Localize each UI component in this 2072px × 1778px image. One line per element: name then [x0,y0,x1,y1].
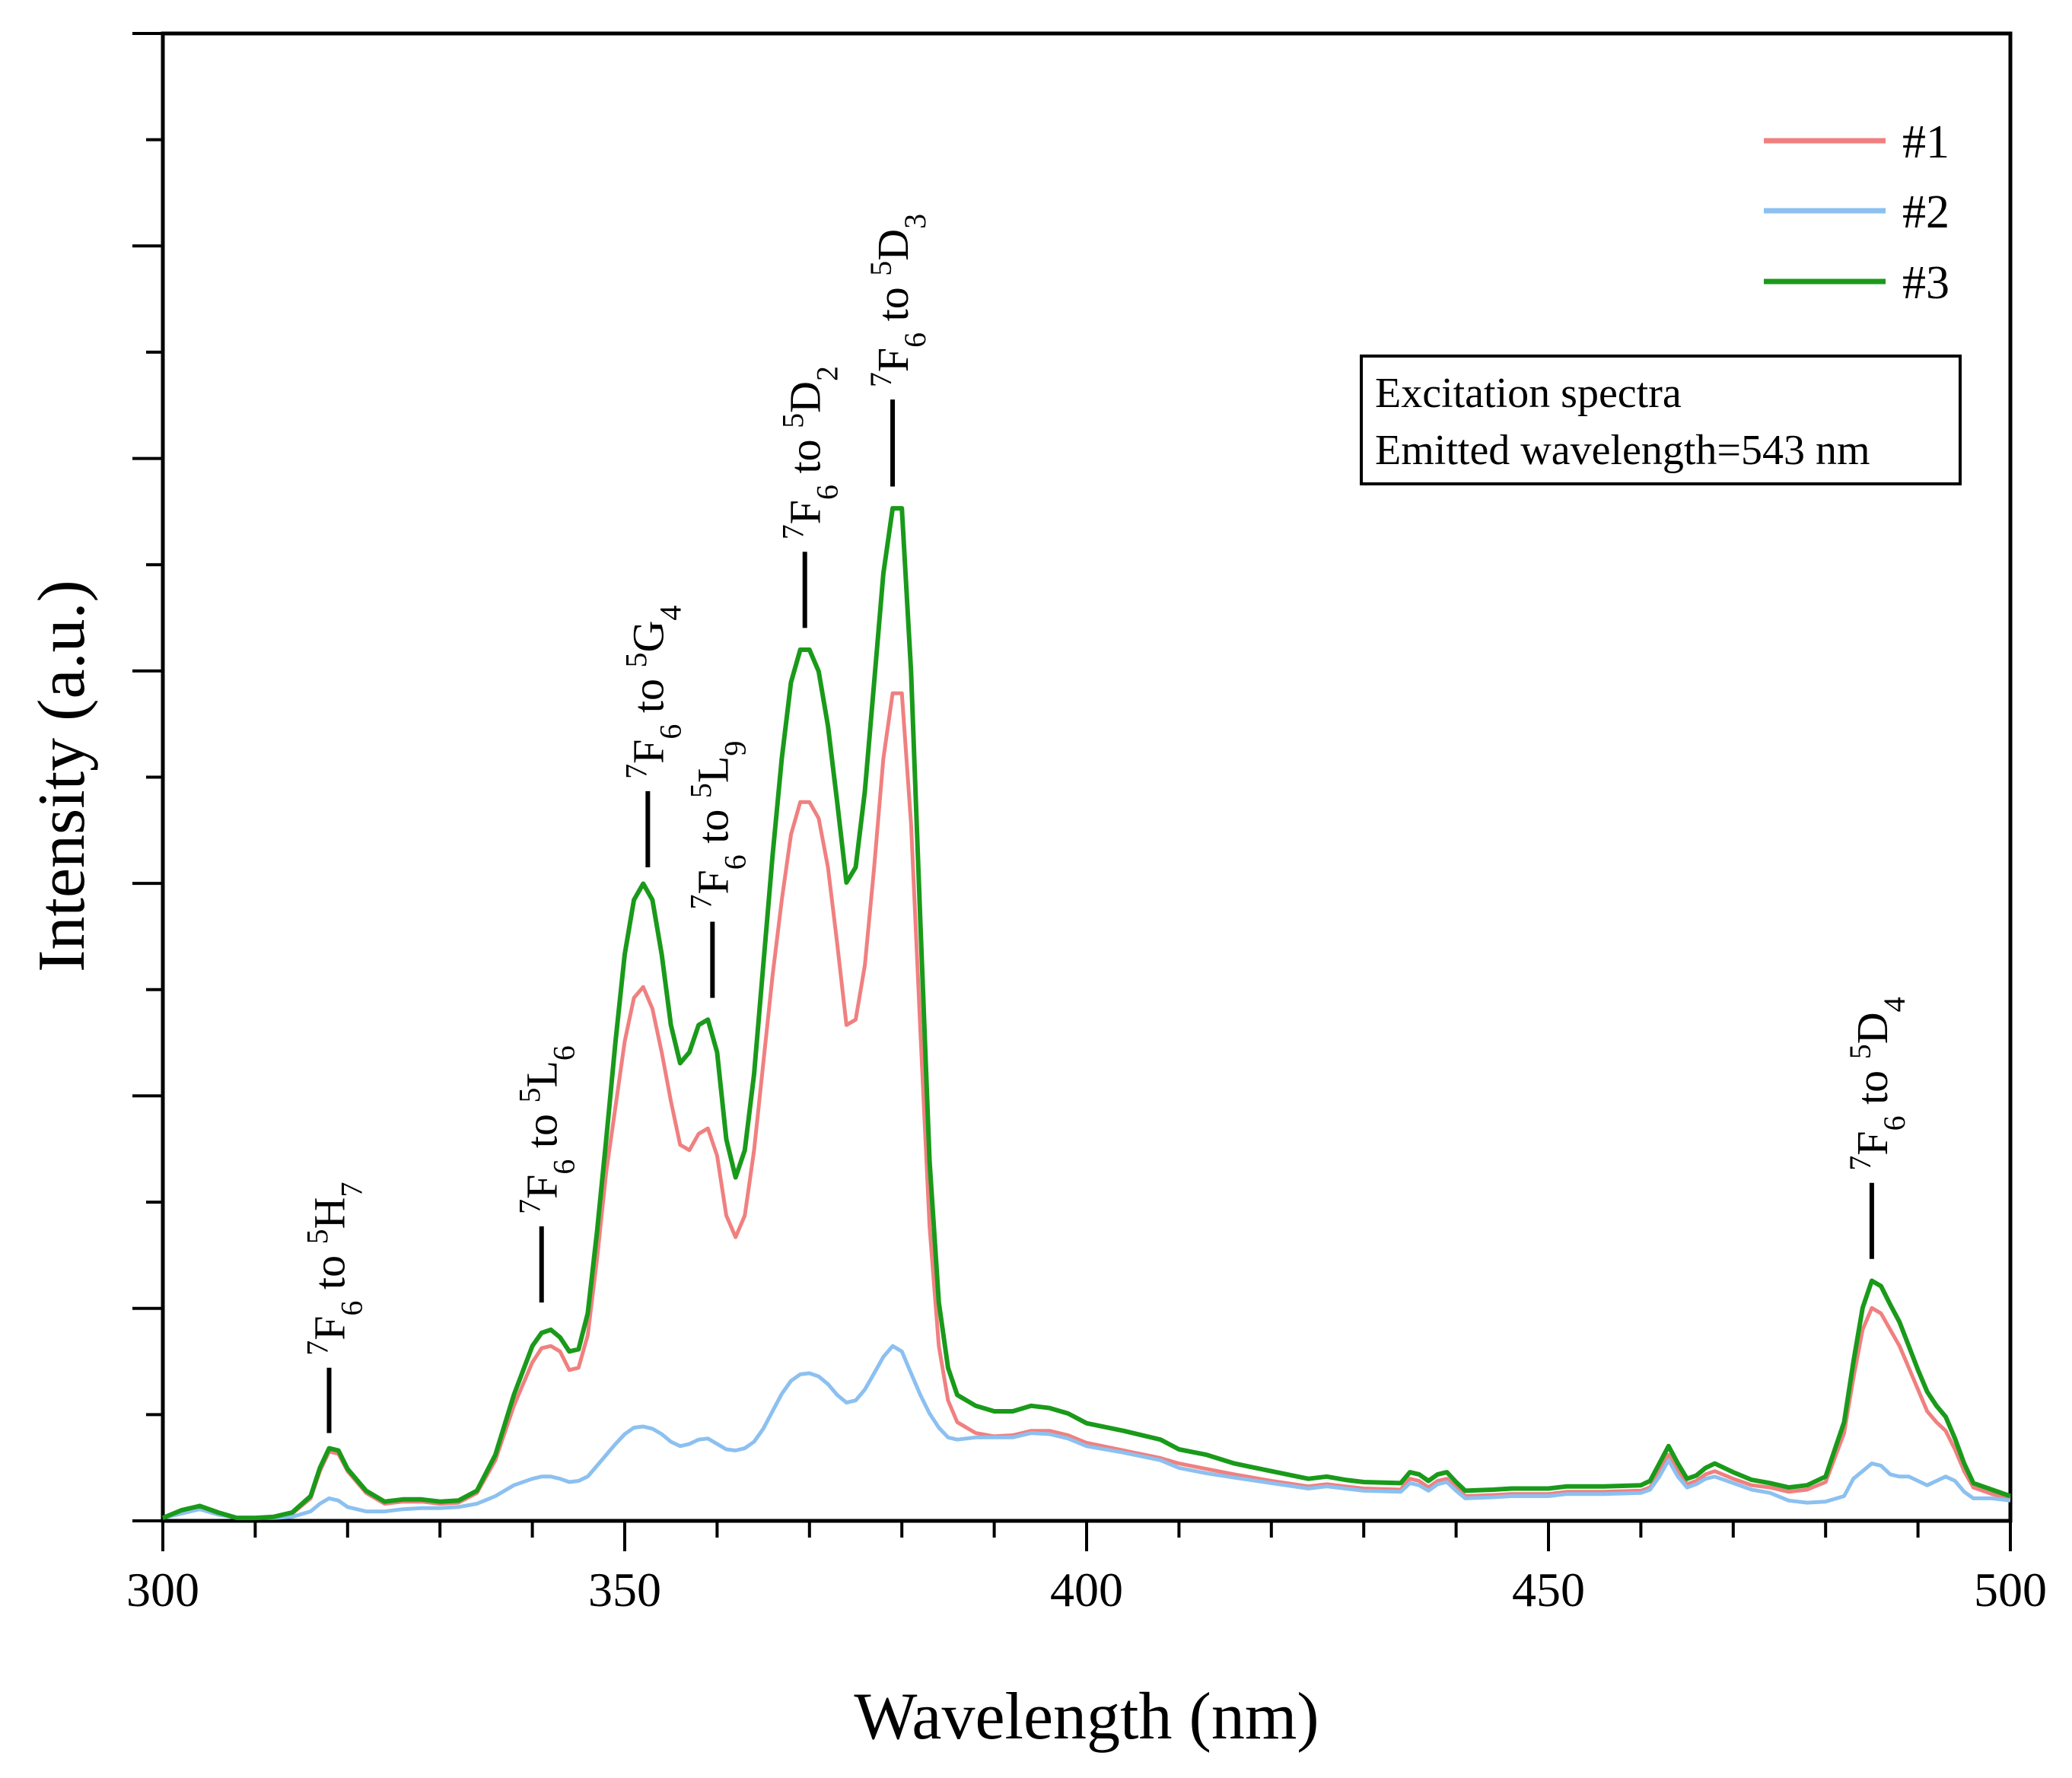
series-layer [161,506,2011,1521]
legend: #1 #2 #3 [1764,116,1949,309]
x-tick-label: 400 [1050,1563,1123,1617]
x-tick-label: 350 [588,1563,661,1617]
x-axis-ticks: 300 350 400 450 500 [126,1521,2047,1617]
series-line-1 [162,691,2011,1520]
annotation-label: 7F6 to 5D3 [864,214,932,387]
info-box-frame [1360,355,1962,485]
y-axis-ticks [132,32,163,1522]
info-box: Excitation spectra Emitted wavelength=54… [1360,355,1962,485]
x-tick-label: 450 [1512,1563,1585,1617]
info-box-line-2: Emitted wavelength=543 nm [1375,427,1870,474]
legend-label-3: #3 [1902,257,1949,309]
annotation-label: 7F6 to 5L9 [683,741,752,910]
annotation-label: 7F6 to 5G4 [619,606,687,779]
series-line-3 [161,506,2011,1521]
legend-label-1: #1 [1902,116,1949,168]
x-tick-label: 300 [126,1563,199,1617]
legend-label-2: #2 [1902,186,1949,238]
annotation-label: 7F6 to 5D2 [775,366,844,539]
plot-frame [161,31,2013,1523]
x-axis-title: Wavelength (nm) [854,1680,1319,1754]
annotation-label: 7F6 to 5D4 [1842,997,1911,1170]
annotation-label: 7F6 to 5H7 [300,1182,368,1356]
annotation-label: 7F6 to 5L6 [512,1045,581,1214]
x-tick-label: 500 [1974,1563,2047,1617]
y-axis-title: Intensity (a.u.) [25,580,99,972]
series-line-2 [162,1344,2011,1520]
info-box-line-1: Excitation spectra [1375,370,1682,417]
